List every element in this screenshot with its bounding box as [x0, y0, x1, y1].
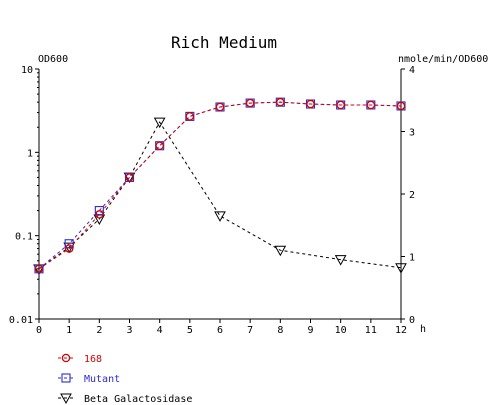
data-point-circle — [125, 173, 134, 182]
x-tick-label: 12 — [395, 325, 407, 336]
left-tick-label: 0.1 — [15, 232, 33, 243]
x-tick-label: 2 — [96, 325, 102, 336]
series-line-triangle-down — [38, 121, 402, 270]
chart-title: Rich Medium — [171, 33, 277, 52]
x-axis-label: h — [420, 324, 426, 335]
legend-marker-triangle-down — [60, 393, 72, 405]
x-tick-label: 0 — [36, 325, 42, 336]
x-tick-label: 9 — [307, 325, 313, 336]
data-point-circle — [366, 100, 376, 110]
data-point-triangle-down — [214, 211, 226, 222]
data-point-circle — [95, 210, 104, 219]
data-point-circle — [64, 244, 74, 253]
legend-label: Mutant — [84, 374, 120, 385]
left-axis-label: OD600 — [38, 54, 68, 65]
data-point-circle — [215, 102, 225, 112]
left-tick-label: 1 — [27, 148, 33, 159]
x-tick-label: 1 — [66, 325, 72, 336]
data-point-circle — [245, 98, 255, 108]
x-tick-label: 11 — [365, 325, 377, 336]
data-point-triangle-down — [334, 255, 347, 266]
x-tick-label: 5 — [187, 325, 193, 336]
x-tick-label: 8 — [277, 325, 283, 336]
left-tick-label: 10 — [21, 65, 33, 76]
series-line-square — [38, 101, 402, 270]
data-point-circle — [276, 97, 285, 107]
legend: 168 Mutant Beta Galactosidase — [58, 353, 192, 405]
data-point-circle — [396, 101, 406, 111]
legend-marker-square — [61, 373, 71, 383]
legend-label: 168 — [84, 354, 102, 365]
x-tick-label: 7 — [247, 325, 253, 336]
right-tick-label: 1 — [409, 253, 415, 264]
legend-marker-circle — [61, 353, 71, 363]
x-tick-label: 3 — [126, 325, 132, 336]
right-tick-label: 4 — [409, 65, 415, 76]
data-point-circle — [155, 141, 164, 150]
x-tick-label: 10 — [335, 325, 347, 336]
right-tick-label: 2 — [409, 190, 415, 201]
data-point-circle — [34, 264, 44, 274]
right-axis-label: nmole/min/OD600 — [398, 54, 488, 65]
data-point-triangle-down — [274, 245, 287, 257]
data-point-triangle-down — [395, 263, 407, 274]
data-point-square — [94, 206, 104, 216]
right-tick-label: 0 — [409, 315, 415, 326]
series-line-circle — [38, 101, 402, 270]
data-point-circle — [306, 99, 315, 109]
right-tick-label: 3 — [409, 128, 415, 139]
left-tick-label: 0.01 — [9, 315, 33, 326]
data-point-circle — [336, 100, 345, 110]
x-tick-label: 4 — [157, 325, 163, 336]
data-point-circle — [185, 112, 195, 121]
legend-label: Beta Galactosidase — [84, 394, 192, 405]
data-point-triangle-down — [153, 117, 166, 129]
x-tick-label: 6 — [217, 325, 223, 336]
